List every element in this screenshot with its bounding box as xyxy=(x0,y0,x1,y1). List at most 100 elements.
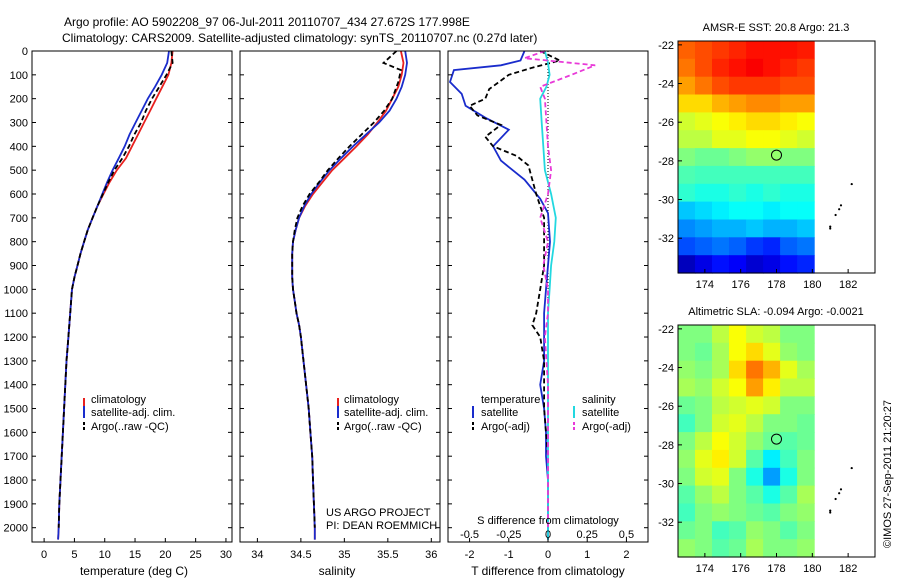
y-tick-label: 1900 xyxy=(4,499,28,511)
y-tick-label: 800 xyxy=(10,237,28,249)
s-tick-label: 0.25 xyxy=(577,529,598,541)
argo-float-marker xyxy=(771,433,782,445)
legend-s-argo-label: Argo(-adj) xyxy=(582,421,631,433)
heatmap-cell xyxy=(780,342,798,362)
heatmap-cell xyxy=(712,485,730,504)
heatmap-cell xyxy=(729,201,747,220)
heatmap-cell xyxy=(712,396,730,415)
t-difference-label: T difference from climatology xyxy=(471,564,625,578)
heatmap-cell xyxy=(746,432,764,451)
heatmap-cell xyxy=(780,130,798,149)
heatmap-cell xyxy=(729,41,747,60)
heatmap-cell xyxy=(678,467,696,487)
heatmap-cell xyxy=(797,255,815,274)
heatmap-cell xyxy=(780,94,798,113)
heatmap-cell xyxy=(797,76,815,96)
s-difference-label: S difference from climatology xyxy=(477,515,619,527)
heatmap-cell xyxy=(678,539,696,558)
heatmap-cell xyxy=(746,201,764,220)
legend-s-satellite-label: satellite xyxy=(582,407,619,419)
argo-float-marker xyxy=(771,149,782,161)
heatmap-cell xyxy=(695,521,713,540)
heatmap-cell xyxy=(763,130,781,149)
y-tick-label: 700 xyxy=(10,213,28,225)
sla-heatmap-cells xyxy=(678,325,853,558)
s-tick-label: 0 xyxy=(545,529,551,541)
heatmap-cell xyxy=(797,148,815,167)
x-tick-label: 2 xyxy=(623,549,629,561)
heatmap-cell xyxy=(746,539,764,558)
heatmap-cell xyxy=(780,360,798,380)
sst-map-title: AMSR-E SST: 20.8 Argo: 21.3 xyxy=(703,22,850,34)
series-line-satellite-adj-clim- xyxy=(57,50,170,540)
lat-tick-label: -22 xyxy=(658,40,674,52)
heatmap-cell xyxy=(695,148,713,167)
heatmap-cell xyxy=(729,76,747,96)
island-dot xyxy=(829,511,832,514)
island-dot xyxy=(834,497,837,501)
heatmap-cell xyxy=(695,201,713,220)
heatmap-cell xyxy=(729,360,747,380)
heatmap-cell xyxy=(780,467,798,487)
heatmap-cell xyxy=(763,396,781,415)
x-tick-label: 35.5 xyxy=(377,549,398,561)
heatmap-cell xyxy=(712,165,730,185)
heatmap-cell xyxy=(746,130,764,149)
heatmap-cell xyxy=(712,378,730,397)
lon-tick-label: 176 xyxy=(732,563,750,575)
legend-satellite-label: satellite-adj. clim. xyxy=(91,407,175,419)
heatmap-cell xyxy=(763,201,781,220)
heatmap-cell xyxy=(695,165,713,185)
heatmap-cell xyxy=(729,485,747,504)
heatmap-cell xyxy=(780,378,798,397)
heatmap-cell xyxy=(695,396,713,415)
legend-climatology-label: climatology xyxy=(91,394,147,406)
heatmap-cell xyxy=(746,325,764,344)
y-tick-label: 1200 xyxy=(4,332,28,344)
heatmap-cell xyxy=(712,432,730,451)
lat-tick-label: -26 xyxy=(658,117,674,129)
y-tick-label: 2000 xyxy=(4,523,28,535)
heatmap-cell xyxy=(763,237,781,256)
heatmap-cell xyxy=(797,467,815,487)
heatmap-cell xyxy=(695,449,713,469)
heatmap-cell xyxy=(746,76,764,96)
island-dot xyxy=(850,182,853,186)
heatmap-cell xyxy=(729,237,747,256)
temperature-panel: 0 5 10 15 20 25 300100200300400500600700800900… xyxy=(4,46,233,578)
x-tick-label: 25 xyxy=(190,549,202,561)
heatmap-cell xyxy=(780,485,798,504)
heatmap-cell xyxy=(746,255,764,274)
series-line-climatology xyxy=(291,50,405,540)
heatmap-cell xyxy=(746,112,764,131)
heatmap-cell xyxy=(797,414,815,433)
project-credit: US ARGO PROJECT xyxy=(326,507,431,519)
heatmap-cell xyxy=(780,112,798,131)
heatmap-cell xyxy=(763,503,781,522)
heatmap-cell xyxy=(763,449,781,469)
series-line-argo-raw-qc- xyxy=(57,50,174,528)
heatmap-cell xyxy=(695,414,713,433)
heatmap-cell xyxy=(746,521,764,540)
x-tick-label: 34 xyxy=(251,549,263,561)
lat-tick-label: -30 xyxy=(658,479,674,491)
imos-watermark: ©IMOS 27-Sep-2011 21:20:27 xyxy=(882,400,894,548)
heatmap-cell xyxy=(712,94,730,113)
lat-tick-label: -22 xyxy=(658,324,674,336)
heatmap-cell xyxy=(780,325,798,344)
heatmap-cell xyxy=(712,521,730,540)
heatmap-cell xyxy=(780,521,798,540)
heatmap-cell xyxy=(729,130,747,149)
heatmap-cell xyxy=(695,325,713,344)
heatmap-cell xyxy=(678,432,696,451)
heatmap-cell xyxy=(797,165,815,185)
lat-tick-label: -24 xyxy=(658,79,674,91)
heatmap-cell xyxy=(797,396,815,415)
legend-t-argo-label: Argo(-adj) xyxy=(481,421,530,433)
heatmap-cell xyxy=(678,94,696,113)
heatmap-cell xyxy=(729,148,747,167)
heatmap-cell xyxy=(678,237,696,256)
island-dot xyxy=(829,509,832,512)
lat-tick-label: -32 xyxy=(658,517,674,529)
heatmap-cell xyxy=(763,94,781,113)
